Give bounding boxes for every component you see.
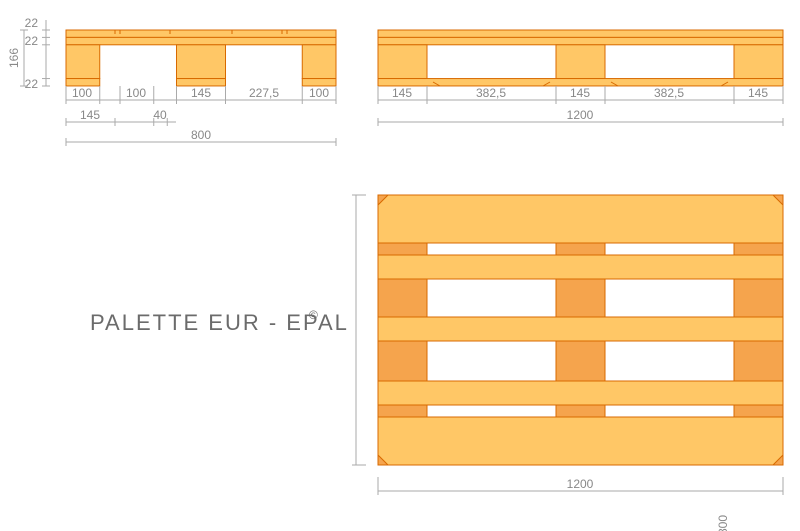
dim: 382,5 — [654, 86, 684, 100]
front-view: 145 382,5 145 382,5 145 1200 — [378, 30, 783, 126]
dim: 145 — [570, 86, 590, 100]
dim: 145 — [392, 86, 412, 100]
dim: 227,5 — [249, 86, 279, 100]
dim: 22 — [25, 16, 39, 30]
dim: 800 — [716, 515, 730, 531]
dim: 145 — [191, 86, 211, 100]
dim: 100 — [126, 86, 146, 100]
title-copyright: © — [309, 308, 318, 322]
dim: 100 — [72, 86, 92, 100]
dim: 22 — [25, 34, 39, 48]
technical-drawing: 100 100 145 227,5 100 145 40 800 — [0, 0, 800, 531]
side-view: 100 100 145 227,5 100 145 40 800 — [7, 16, 336, 146]
dim: 382,5 — [476, 86, 506, 100]
dim: 40 — [153, 108, 167, 122]
dim: 100 — [309, 86, 329, 100]
dim: 145 — [80, 108, 100, 122]
top-view: 800 1200 — [352, 195, 783, 531]
dim: 166 — [7, 48, 21, 68]
dim: 1200 — [567, 477, 594, 491]
dim: 22 — [25, 77, 39, 91]
dim: 145 — [748, 86, 768, 100]
dim: 800 — [191, 128, 211, 142]
dim: 1200 — [567, 108, 594, 122]
